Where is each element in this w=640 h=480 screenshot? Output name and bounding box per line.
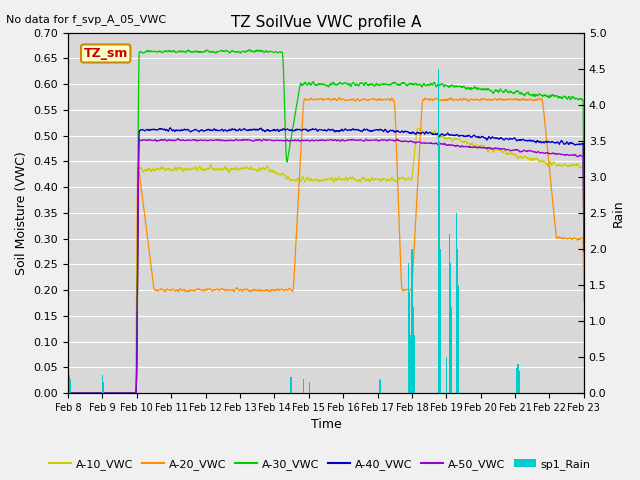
Bar xyxy=(378,379,380,393)
Bar xyxy=(456,249,458,393)
Bar xyxy=(516,368,518,393)
Text: TZ_sm: TZ_sm xyxy=(83,47,128,60)
Bar xyxy=(308,382,310,393)
Bar xyxy=(410,336,411,393)
Bar xyxy=(518,364,519,393)
Bar xyxy=(440,321,442,393)
Bar xyxy=(414,336,415,393)
Bar xyxy=(439,141,440,393)
Bar xyxy=(102,382,104,393)
Bar xyxy=(445,357,447,393)
Bar xyxy=(456,213,458,393)
Bar xyxy=(450,264,451,393)
Bar xyxy=(303,379,304,393)
Bar xyxy=(440,249,441,393)
Bar xyxy=(70,379,72,393)
Bar xyxy=(408,264,409,393)
Bar xyxy=(451,343,452,393)
Bar xyxy=(291,380,292,393)
Bar xyxy=(380,380,381,393)
Bar xyxy=(518,372,520,393)
Text: No data for f_svp_A_05_VWC: No data for f_svp_A_05_VWC xyxy=(6,14,166,25)
Bar xyxy=(408,292,410,393)
Y-axis label: Soil Moisture (VWC): Soil Moisture (VWC) xyxy=(15,151,28,275)
Legend: A-10_VWC, A-20_VWC, A-30_VWC, A-40_VWC, A-50_VWC, sp1_Rain: A-10_VWC, A-20_VWC, A-30_VWC, A-40_VWC, … xyxy=(45,455,595,474)
Y-axis label: Rain: Rain xyxy=(612,199,625,227)
Bar xyxy=(290,377,292,393)
Bar xyxy=(451,307,452,393)
Bar xyxy=(412,249,413,393)
Bar xyxy=(413,307,414,393)
Bar xyxy=(449,234,451,393)
Title: TZ SoilVue VWC profile A: TZ SoilVue VWC profile A xyxy=(231,15,421,30)
Bar xyxy=(102,375,103,393)
Bar xyxy=(412,278,413,393)
Bar xyxy=(438,69,440,393)
Bar xyxy=(458,285,459,393)
X-axis label: Time: Time xyxy=(310,419,341,432)
Bar xyxy=(458,336,460,393)
Bar xyxy=(69,375,70,393)
Bar xyxy=(516,373,518,393)
